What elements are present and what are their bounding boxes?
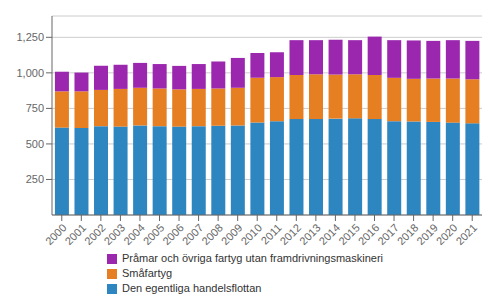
svg-text:2017: 2017 [375,221,401,247]
svg-text:500: 500 [26,138,44,150]
svg-text:2013: 2013 [297,221,323,247]
svg-text:1,000: 1,000 [16,67,44,79]
html-text:Den egentliga handelsflottan: Den egentliga handelsflottan [122,282,262,294]
svg-text:2006: 2006 [160,221,186,247]
svg-text:2020: 2020 [434,221,460,247]
svg-text:2018: 2018 [395,221,421,247]
svg-text:2007: 2007 [180,221,206,247]
svg-text:250: 250 [26,173,44,185]
svg-text:2005: 2005 [141,221,167,247]
svg-text:2021: 2021 [453,221,479,247]
svg-text:1,250: 1,250 [16,31,44,43]
svg-text:2001: 2001 [62,221,88,247]
html-text:Pråmar och övriga fartyg utan: Pråmar och övriga fartyg utan framdrivni… [122,252,383,264]
html-text:Småfartyg: Småfartyg [122,267,173,279]
svg-text:2012: 2012 [277,221,303,247]
svg-text:2019: 2019 [414,221,440,247]
svg-text:2002: 2002 [82,221,108,247]
svg-text:2000: 2000 [43,221,69,247]
svg-text:2011: 2011 [258,221,283,246]
svg-text:750: 750 [26,102,44,114]
svg-text:2004: 2004 [121,221,147,247]
svg-text:2015: 2015 [336,221,362,247]
svg-text:2014: 2014 [317,221,343,247]
svg-text:2003: 2003 [102,221,128,247]
svg-text:2009: 2009 [219,221,245,247]
svg-text:2010: 2010 [238,221,264,247]
svg-text:2008: 2008 [199,221,225,247]
svg-text:2016: 2016 [356,221,382,247]
